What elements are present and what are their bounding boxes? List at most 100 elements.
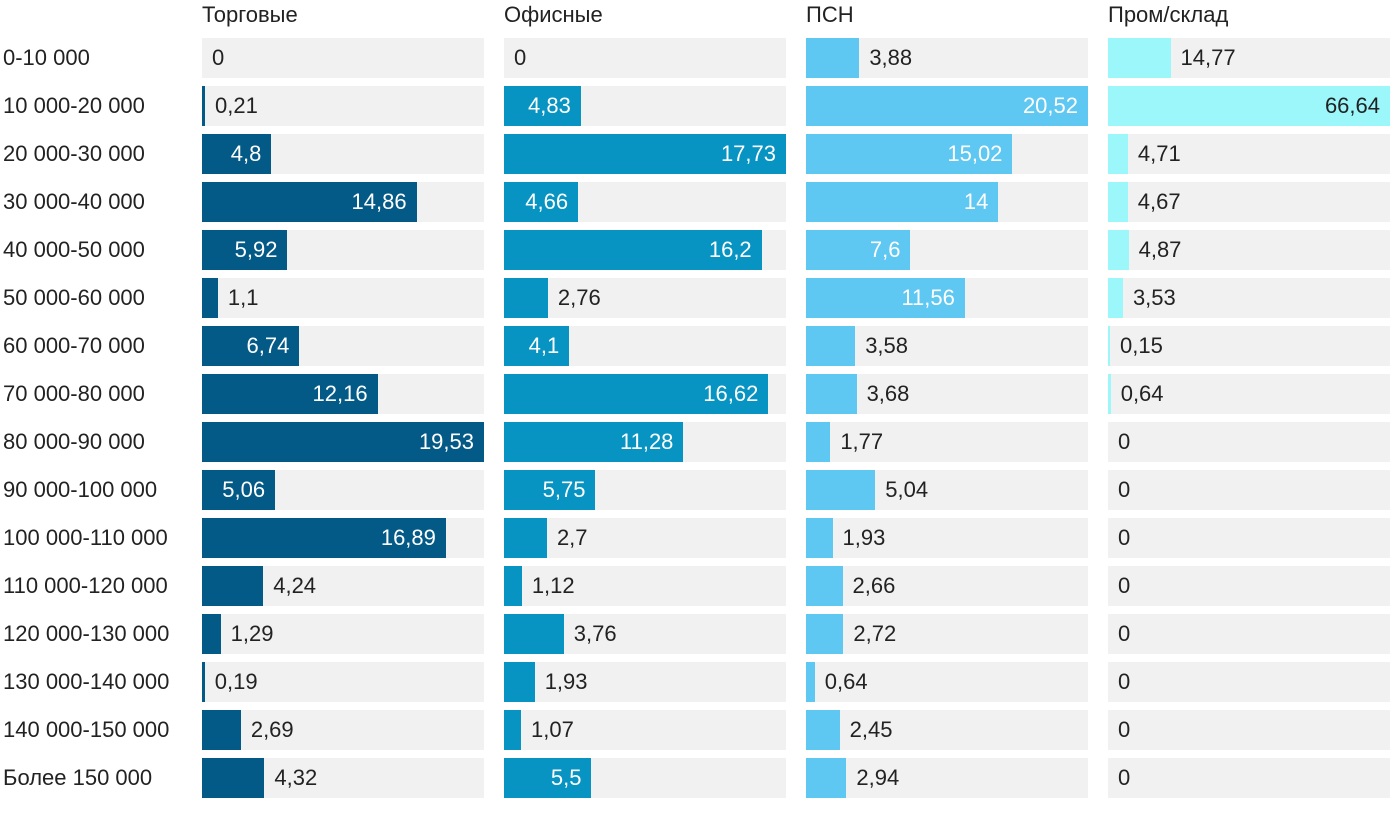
data-label: 4,24 (273, 573, 317, 598)
bar-track: 5,5 (504, 758, 786, 798)
bar (504, 710, 522, 750)
bar (504, 326, 570, 366)
bar (504, 86, 581, 126)
data-label: 12,16 (312, 381, 368, 406)
bar (504, 662, 535, 702)
data-label: 1,07 (531, 717, 574, 742)
data-label: 0 (1118, 669, 1131, 694)
bar-track: 19,53 (202, 422, 484, 462)
row-label: 110 000-120 000 (3, 573, 168, 598)
data-label: 0 (514, 45, 527, 70)
data-label: 2,72 (853, 621, 897, 646)
data-label: 0 (1118, 573, 1131, 598)
data-label: 5,5 (550, 765, 582, 790)
bar-track: 5,92 (202, 230, 484, 270)
bar-track: 0 (202, 38, 484, 78)
bar (1108, 278, 1123, 318)
data-label: 0 (1118, 477, 1131, 502)
data-label: 4,66 (525, 189, 569, 214)
data-label: 4,1 (528, 333, 560, 358)
bar-track: 2,7 (504, 518, 786, 558)
bar (806, 422, 831, 462)
bar-track: 2,69 (202, 710, 484, 750)
bar-track: 5,04 (806, 470, 1088, 510)
row-label: 40 000-50 000 (3, 237, 145, 262)
data-label: 11,56 (901, 285, 955, 310)
data-label: 4,8 (230, 141, 262, 166)
data-label: 4,71 (1137, 141, 1181, 166)
data-label: 66,64 (1324, 93, 1380, 118)
row-label: 10 000-20 000 (3, 93, 145, 118)
data-label: 0 (1118, 717, 1131, 742)
bar-track: 4,87 (1108, 230, 1390, 270)
bar (202, 326, 300, 366)
data-label: 1,93 (842, 525, 886, 550)
bar (202, 470, 276, 510)
bar (202, 710, 241, 750)
bar (504, 566, 522, 606)
bar-track: 2,94 (806, 758, 1088, 798)
bar (202, 662, 205, 702)
bar (202, 86, 206, 126)
bar (1108, 134, 1128, 174)
row-label: 30 000-40 000 (3, 189, 145, 214)
bar-track: 0 (504, 38, 786, 78)
bar-track: 0 (1108, 566, 1390, 606)
data-label: 0 (1118, 621, 1131, 646)
bar-track: 0 (1108, 518, 1390, 558)
bar (1108, 182, 1128, 222)
bar (202, 758, 265, 798)
data-label: 4,32 (274, 765, 318, 790)
bar (1108, 326, 1110, 366)
bar (202, 278, 218, 318)
bar-track: 16,2 (504, 230, 786, 270)
bar (202, 422, 484, 462)
bar-track: 0 (1108, 614, 1390, 654)
row-label: 0-10 000 (3, 45, 90, 70)
bar-track: 3,76 (504, 614, 786, 654)
bar-track: 4,67 (1108, 182, 1390, 222)
data-label: 17,73 (720, 141, 776, 166)
data-label: 4,83 (528, 93, 571, 118)
bar-track: 4,32 (202, 758, 484, 798)
bar-track: 5,06 (202, 470, 484, 510)
bar (202, 134, 272, 174)
data-label: 2,66 (852, 573, 896, 598)
bar (504, 758, 592, 798)
data-label: 0 (1118, 765, 1131, 790)
data-label: 1,29 (230, 621, 274, 646)
bar (504, 134, 786, 174)
bar-track: 0,64 (806, 662, 1088, 702)
bar-track: 0 (1108, 470, 1390, 510)
bar-track: 4,8 (202, 134, 484, 174)
bar-track: 0 (1108, 758, 1390, 798)
bar-track: 3,58 (806, 326, 1088, 366)
data-label: 0,15 (1120, 333, 1163, 358)
bar-track: 66,64 (1108, 86, 1390, 126)
data-label: 5,92 (234, 237, 278, 262)
row-label: 130 000-140 000 (3, 669, 170, 694)
row-label: Более 150 000 (3, 765, 153, 790)
series-title: ПСН (806, 2, 854, 27)
data-label: 1,93 (544, 669, 588, 694)
row-label: 20 000-30 000 (3, 141, 145, 166)
bar-track: 12,16 (202, 374, 484, 414)
bar (806, 326, 856, 366)
bar (806, 86, 1088, 126)
bar-track: 20,52 (806, 86, 1088, 126)
bar-track: 7,6 (806, 230, 1088, 270)
data-label: 16,62 (703, 381, 759, 406)
data-label: 20,52 (1022, 93, 1078, 118)
data-label: 19,53 (418, 429, 474, 454)
bar (202, 374, 378, 414)
data-label: 6,74 (246, 333, 290, 358)
bar-track: 2,66 (806, 566, 1088, 606)
bar-track: 15,02 (806, 134, 1088, 174)
bar (504, 614, 564, 654)
bar (504, 230, 762, 270)
bar (504, 374, 769, 414)
bar-track: 0,64 (1108, 374, 1390, 414)
bar (806, 470, 876, 510)
bar-track: 2,45 (806, 710, 1088, 750)
data-label: 16,2 (708, 237, 752, 262)
